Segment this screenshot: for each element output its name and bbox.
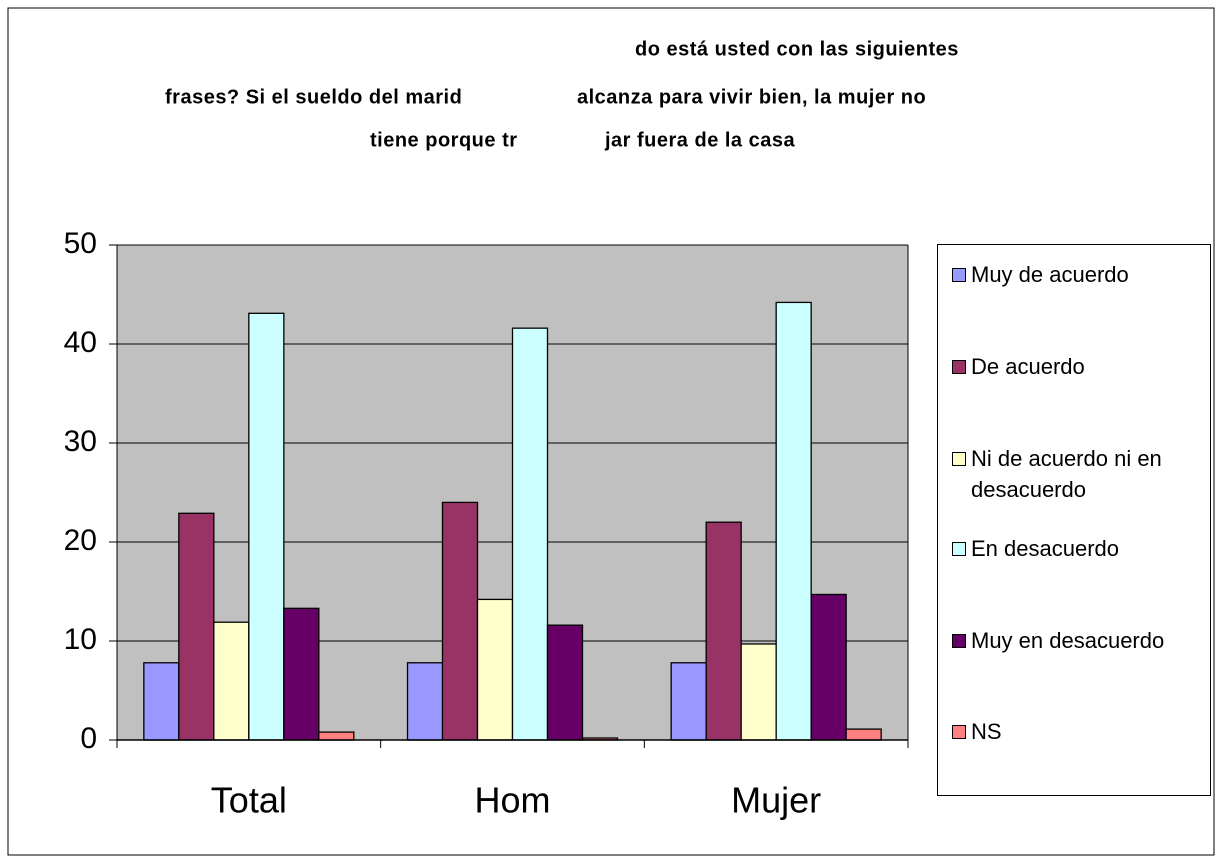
legend: Muy de acuerdo De acuerdo Ni de acuerdo ni… <box>937 244 1211 796</box>
legend-label: Muy en desacuerdo <box>971 628 1165 653</box>
bar <box>511 327 549 741</box>
legend-item: Muy en desacuerdo <box>952 625 1223 656</box>
bar <box>810 593 847 741</box>
bar <box>406 662 444 741</box>
bar <box>143 662 180 741</box>
chart-title: jar fuera de la casa <box>604 129 795 151</box>
legend-item: Ni de acuerdo ni en desacuerdo <box>952 443 1223 505</box>
chart-title: alcanza para vivir bien, la mujer no <box>577 86 926 108</box>
legend-swatch <box>952 360 966 374</box>
y-tick-label: 40 <box>64 326 97 359</box>
bar <box>283 607 320 741</box>
bar <box>705 521 742 741</box>
y-tick-label: 10 <box>64 623 97 656</box>
legend-label: NS <box>971 719 1002 744</box>
y-tick-label: 50 <box>64 227 97 260</box>
legend-swatch <box>952 542 966 556</box>
y-tick-label: 20 <box>64 524 97 557</box>
chart-title: do está usted con las siguientes <box>635 38 959 60</box>
bar <box>441 501 479 741</box>
chart-title: tiene porque tr <box>370 129 518 151</box>
legend-item: De acuerdo <box>952 351 1223 382</box>
bar <box>775 301 812 741</box>
x-tick-label: Hom <box>474 780 550 821</box>
chart-title: frases? Si el sueldo del marid <box>165 86 462 108</box>
legend-label: En desacuerdo <box>971 536 1119 561</box>
legend-label: Muy de acuerdo <box>971 262 1129 287</box>
legend-item: En desacuerdo <box>952 533 1223 564</box>
bar <box>318 731 355 741</box>
bar <box>213 621 250 741</box>
bar <box>178 512 215 741</box>
y-tick-label: 0 <box>80 722 97 755</box>
bar <box>476 598 514 741</box>
bar <box>546 624 584 741</box>
legend-item: NS <box>952 716 1223 747</box>
bar <box>845 728 882 741</box>
bar <box>248 312 285 741</box>
legend-swatch <box>952 268 966 282</box>
y-tick-label: 30 <box>64 425 97 458</box>
legend-swatch <box>952 452 966 466</box>
legend-label: De acuerdo <box>971 354 1085 379</box>
x-tick-label: Total <box>211 780 287 821</box>
legend-item: Muy de acuerdo <box>952 259 1223 290</box>
bar <box>670 662 707 741</box>
bar <box>740 643 777 741</box>
legend-label: Ni de acuerdo ni en desacuerdo <box>971 446 1162 502</box>
x-tick-label: Mujer <box>731 780 821 821</box>
legend-swatch <box>952 725 966 739</box>
legend-swatch <box>952 634 966 648</box>
